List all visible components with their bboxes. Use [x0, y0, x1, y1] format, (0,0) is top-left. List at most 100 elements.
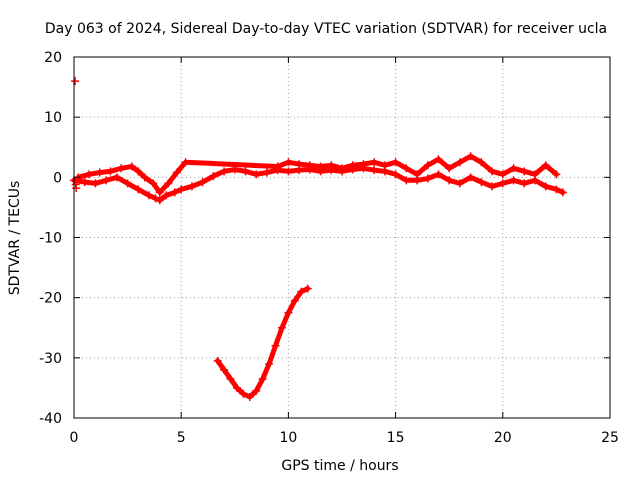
data-point [239, 389, 248, 398]
data-point [252, 170, 261, 179]
data-point [552, 170, 561, 179]
data-point [145, 191, 154, 200]
data-point [106, 167, 115, 176]
data-point [445, 164, 454, 173]
data-point [245, 392, 254, 401]
data-point [359, 160, 368, 169]
data-point [265, 359, 274, 368]
data-point [305, 161, 314, 170]
y-tick-label: -30 [39, 351, 62, 367]
data-point [445, 176, 454, 185]
y-tick-label: 20 [44, 50, 62, 66]
data-point [370, 158, 379, 167]
data-point [455, 179, 464, 188]
data-point [85, 170, 94, 179]
data-point [151, 194, 160, 203]
data-point [338, 164, 346, 173]
series-dip-arc [213, 284, 312, 401]
data-point [177, 185, 186, 194]
data-point [140, 173, 149, 182]
data-point [477, 158, 486, 167]
data-point [295, 160, 304, 169]
data-point [80, 178, 89, 187]
data-point [134, 167, 143, 176]
data-point [520, 167, 529, 176]
data-point [209, 172, 218, 181]
data-point [348, 161, 357, 170]
data-point [530, 170, 539, 179]
data-point [423, 161, 432, 170]
data-point [134, 185, 143, 194]
data-point [552, 185, 561, 194]
data-point [71, 77, 80, 86]
chart-title: Day 063 of 2024, Sidereal Day-to-day VTE… [45, 21, 607, 37]
data-point [226, 374, 235, 383]
data-point [541, 182, 550, 191]
data-point [434, 155, 443, 164]
y-tick-label: -10 [39, 231, 62, 247]
data-point [271, 341, 280, 350]
data-point [187, 182, 196, 191]
data-point [72, 184, 81, 193]
data-point [558, 188, 567, 197]
data-point [232, 383, 241, 392]
data-point [413, 170, 422, 179]
series-trace [75, 153, 559, 195]
data-point [509, 164, 518, 173]
data-point [498, 179, 507, 188]
series-main-band-upper [74, 152, 561, 197]
data-point [112, 173, 121, 182]
series-main-band-lower [70, 164, 567, 205]
data-point [290, 296, 299, 305]
data-point [117, 164, 126, 173]
data-point [95, 168, 104, 177]
data-point [102, 176, 111, 185]
data-point [466, 173, 475, 182]
x-tick-label: 10 [279, 430, 297, 446]
data-point [252, 386, 261, 395]
data-point [541, 161, 550, 170]
data-point [155, 188, 164, 197]
data-point [284, 308, 293, 317]
data-point [466, 152, 475, 161]
data-point [391, 170, 400, 179]
data-point [149, 179, 158, 188]
data-point [181, 158, 190, 167]
grid-layer [74, 57, 610, 418]
data-point [277, 323, 286, 332]
y-tick-label: -20 [39, 291, 62, 307]
data-point [498, 170, 507, 179]
data-point [123, 179, 132, 188]
data-point [220, 167, 229, 176]
data-point [273, 162, 282, 171]
data-point [316, 162, 325, 171]
data-point [198, 178, 207, 187]
data-point [434, 170, 443, 179]
data-point [391, 158, 400, 167]
data-point [488, 182, 497, 191]
y-axis-label: SDTVAR / TECUs [7, 181, 23, 296]
data-point [241, 167, 250, 176]
x-tick-label: 0 [70, 430, 79, 446]
x-tick-label: 20 [494, 430, 512, 446]
x-tick-label: 5 [177, 430, 186, 446]
data-point [172, 168, 181, 177]
data-point [297, 287, 306, 296]
tick-layer: 0 5 10 15 20 25 -40 -30 -20 -10 0 10 20 [39, 50, 619, 446]
data-point [477, 178, 486, 187]
y-tick-label: 0 [53, 170, 62, 186]
y-tick-label: 10 [44, 110, 62, 126]
x-tick-label: 15 [387, 430, 405, 446]
x-axis-label: GPS time / hours [281, 458, 398, 474]
data-point [220, 365, 229, 374]
series-outliers [71, 77, 81, 193]
data-layer [70, 77, 567, 401]
data-point [164, 179, 173, 188]
data-point [402, 176, 411, 185]
x-tick-label: 25 [601, 430, 619, 446]
data-point [170, 188, 179, 197]
data-point [423, 174, 432, 183]
data-point [509, 176, 518, 185]
data-point [402, 164, 411, 173]
